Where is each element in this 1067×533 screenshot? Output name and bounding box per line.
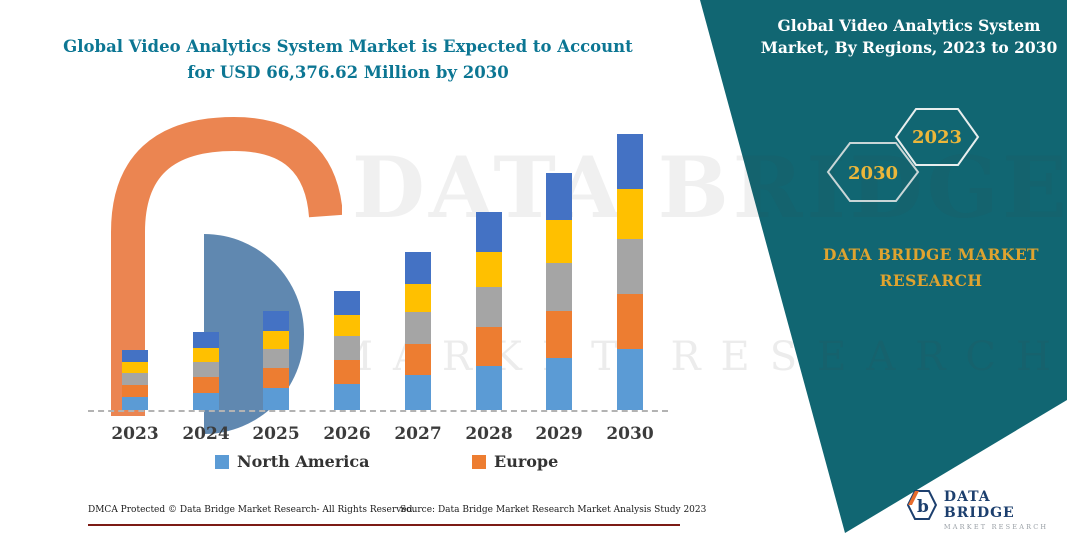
bar-segment-europe: [617, 294, 643, 350]
bar-segment-europe: [476, 326, 502, 367]
stacked-bar-2026: [334, 291, 360, 410]
bar-segment-north-america: [122, 396, 148, 410]
x-axis-labels: 2023 2024 2025 2026 2027 2028 2029 2030: [88, 424, 680, 448]
bar-segment-north-america: [617, 349, 643, 410]
x-axis-label-2026: 2026: [323, 424, 371, 444]
hexagon-2030-badge: 2030: [826, 142, 920, 202]
bar-segment-north-america: [334, 383, 360, 410]
brand-line2: RESEARCH: [879, 271, 983, 290]
bar-segment-north-america: [476, 366, 502, 410]
hexagon-year-2030: 2030: [848, 163, 898, 184]
legend-label: Europe: [494, 452, 559, 471]
bar-segment-unlabeled-region-yellow-: [122, 362, 148, 373]
stacked-bar-2030: [617, 134, 643, 410]
x-axis-label-2023: 2023: [111, 424, 159, 444]
hexagon-outline: [826, 142, 920, 202]
svg-text:b: b: [917, 496, 929, 516]
bar-segment-unlabeled-region-dark-blue-: [122, 350, 148, 363]
stacked-bar-2025: [263, 311, 289, 410]
bar-segment-unlabeled-region-yellow-: [546, 220, 572, 264]
x-axis-line: [88, 410, 668, 412]
bar-segment-unlabeled-region-dark-blue-: [617, 134, 643, 190]
footer-dmca-text: DMCA Protected © Data Bridge Market Rese…: [88, 505, 416, 515]
legend-swatch: [472, 454, 486, 469]
bar-segment-europe: [546, 310, 572, 358]
x-axis-label-2030: 2030: [606, 424, 654, 444]
bar-segment-unlabeled-region-gray-: [263, 348, 289, 369]
x-axis-label-2029: 2029: [535, 424, 583, 444]
x-axis-label-2028: 2028: [465, 424, 513, 444]
bar-segment-north-america: [263, 388, 289, 410]
brand-line1: DATA BRIDGE MARKET: [823, 245, 1039, 264]
bar-segment-unlabeled-region-dark-blue-: [546, 173, 572, 221]
hexagon-outline: [894, 108, 980, 166]
legend-item-north-america: North America: [215, 452, 369, 471]
bar-segment-unlabeled-region-gray-: [122, 372, 148, 385]
bar-segment-unlabeled-region-dark-blue-: [334, 291, 360, 315]
bar-segment-unlabeled-region-dark-blue-: [476, 212, 502, 252]
x-axis-label-2027: 2027: [394, 424, 442, 444]
hexagon-year-2023: 2023: [912, 127, 962, 148]
bar-segment-europe: [334, 360, 360, 384]
banner-heading: Global Video Analytics System Market, By…: [760, 16, 1058, 57]
bar-segment-north-america: [405, 375, 431, 410]
logo-name: DATA BRIDGE: [943, 489, 1015, 521]
bar-segment-unlabeled-region-gray-: [405, 312, 431, 344]
watermark-text-marketresearch: MARKET RESEARCH: [332, 334, 1067, 380]
bar-segment-unlabeled-region-yellow-: [617, 189, 643, 239]
brand-wordmark: DATA BRIDGE MARKET RESEARCH: [802, 242, 1060, 294]
stacked-bar-2024: [193, 331, 219, 410]
bar-segment-europe: [122, 384, 148, 397]
stacked-bar-2027: [405, 252, 431, 410]
bar-segment-unlabeled-region-yellow-: [405, 283, 431, 313]
stacked-bar-2028: [476, 212, 502, 410]
bar-segment-europe: [405, 343, 431, 376]
databridge-footer-logo: b DATA BRIDGE MARKET RESEARCH: [907, 489, 1067, 531]
legend-item-europe: Europe: [472, 452, 558, 471]
legend-swatch: [215, 454, 229, 469]
stacked-bar-chart: [88, 120, 680, 412]
logo-subtitle: MARKET RESEARCH: [943, 523, 1049, 531]
bar-segment-unlabeled-region-dark-blue-: [405, 252, 431, 284]
bar-segment-unlabeled-region-gray-: [334, 336, 360, 361]
bar-segment-europe: [263, 368, 289, 389]
hexagon-2023-badge: 2023: [894, 108, 980, 166]
bar-segment-unlabeled-region-yellow-: [263, 330, 289, 349]
bar-segment-north-america: [193, 392, 219, 410]
legend-label: North America: [237, 452, 370, 471]
x-axis-label-2025: 2025: [252, 424, 300, 444]
bar-segment-unlabeled-region-dark-blue-: [263, 311, 289, 331]
logo-hexagon-icon: b: [907, 490, 937, 520]
page-title: Global Video Analytics System Market is …: [63, 37, 633, 82]
logo-orange-arc: [111, 116, 342, 416]
bar-segment-unlabeled-region-gray-: [193, 361, 219, 378]
bar-segment-unlabeled-region-dark-blue-: [193, 331, 219, 348]
bar-segment-unlabeled-region-yellow-: [193, 347, 219, 362]
stacked-bar-2023: [122, 350, 148, 410]
watermark-text-databridge: DATA BRIDGE: [352, 138, 1067, 237]
logo-text-block: DATA BRIDGE MARKET RESEARCH: [944, 489, 1067, 531]
x-axis-label-2024: 2024: [182, 424, 230, 444]
bar-segment-unlabeled-region-gray-: [617, 238, 643, 295]
chart-legend: North America Europe: [88, 452, 680, 478]
footer-source-text: Source: Data Bridge Market Research Mark…: [400, 505, 707, 515]
stacked-bar-2029: [546, 173, 572, 410]
bar-segment-europe: [193, 377, 219, 393]
footer-divider-line: [88, 524, 680, 526]
bar-segment-unlabeled-region-yellow-: [476, 251, 502, 288]
bar-segment-north-america: [546, 357, 572, 410]
bar-segment-unlabeled-region-yellow-: [334, 314, 360, 337]
bar-segment-unlabeled-region-gray-: [546, 263, 572, 311]
bar-segment-unlabeled-region-gray-: [476, 287, 502, 327]
